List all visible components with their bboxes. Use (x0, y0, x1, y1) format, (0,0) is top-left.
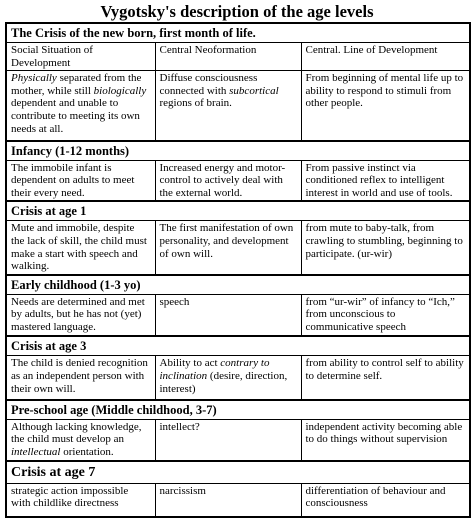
page-title: Vygotsky's description of the age levels (100, 2, 374, 21)
cell: From beginning of mental life up to abil… (300, 70, 471, 142)
text-run: strategic action impossible with childli… (11, 484, 129, 510)
section-title: Crisis at age 3 (5, 335, 471, 357)
italic-run: biologically (93, 84, 147, 97)
content-row: Physically separated from the mother, wh… (5, 70, 471, 142)
text-run: From beginning of mental life up to abil… (305, 72, 464, 110)
italic-run: subcortical (229, 84, 279, 97)
content-row: strategic action impossible with childli… (5, 482, 471, 518)
cell: narcissism (154, 482, 302, 518)
text-run: From passive instinct via conditioned re… (305, 161, 453, 199)
section-title: Early childhood (1-3 yo) (5, 273, 471, 295)
italic-run: contrary to inclination (159, 357, 270, 382)
content-row: Although lacking knowledge, the child mu… (5, 418, 471, 462)
text-run: regions of brain. (159, 97, 232, 110)
cell: independent activity becoming able to do… (300, 418, 471, 462)
cell: from “ur-wir” of infancy to “Ich,” from … (300, 293, 471, 337)
cell: Central Neoformation (154, 41, 302, 72)
italic-run: intellectual (11, 446, 61, 459)
text-run: intellect? (159, 420, 200, 433)
text-run: The child is denied recognition as an in… (11, 357, 148, 395)
text-run: Although lacking knowledge, the child mu… (11, 420, 142, 446)
section-title: The Crisis of the new born, first month … (5, 22, 471, 43)
content-row: Social Situation of Development Central N… (5, 41, 471, 72)
text-run: The first manifestation of own personali… (159, 222, 294, 260)
content-row: The child is denied recognition as an in… (5, 355, 471, 401)
text-run: Central. Line of Development (305, 44, 438, 56)
section-title: Crisis at age 7 (5, 459, 471, 484)
text-run: independent activity becoming able to do… (305, 420, 463, 446)
section-title-row: Infancy (1-12 months) (5, 139, 471, 161)
text-run: differentiation of behaviour and conscio… (305, 484, 446, 510)
cell: Social Situation of Development (5, 41, 156, 72)
italic-run: Physically (11, 72, 57, 85)
text-run: Ability to act (159, 357, 221, 370)
text-run: separated from the mother, while still (11, 72, 142, 97)
section-title-row: Crisis at age 7 (5, 459, 471, 484)
cell: The first manifestation of own personali… (154, 220, 302, 276)
text-run: speech (159, 295, 190, 308)
text-run: from ability to control self to ability … (305, 357, 464, 382)
section-title-row: Crisis at age 3 (5, 335, 471, 357)
section-title-row: Early childhood (1-3 yo) (5, 273, 471, 295)
section-title-row: Crisis at age 1 (5, 200, 471, 222)
cell: Physically separated from the mother, wh… (5, 70, 156, 142)
cell: Central. Line of Development (300, 41, 471, 72)
text-run: dependent and unable to contribute to me… (11, 97, 140, 135)
section-title: Infancy (1-12 months) (5, 139, 471, 161)
cell: Although lacking knowledge, the child mu… (5, 418, 156, 462)
cell: differentiation of behaviour and conscio… (300, 482, 471, 518)
text-run: Diffuse consciousness connected with (159, 72, 258, 97)
text-run: Mute and immobile, despite the lack of s… (11, 222, 147, 273)
cell: intellect? (154, 418, 302, 462)
age-levels-table: The Crisis of the new born, first month … (5, 22, 472, 518)
text-run: Social Situation of Development (11, 44, 93, 69)
cell: from ability to control self to ability … (300, 355, 471, 401)
content-row: The immobile infant is dependent on adul… (5, 159, 471, 202)
text-run: narcissism (159, 484, 206, 497)
cell: from mute to baby-talk, from crawling to… (300, 220, 471, 276)
text-run: from “ur-wir” of infancy to “Ich,” from … (305, 295, 455, 334)
cell: Needs are determined and met by adults, … (5, 293, 156, 337)
content-row: Needs are determined and met by adults, … (5, 293, 471, 337)
section-title-row: The Crisis of the new born, first month … (5, 22, 471, 43)
section-title: Pre-school age (Middle childhood, 3-7) (5, 398, 471, 420)
cell: The child is denied recognition as an in… (5, 355, 156, 401)
text-run: Needs are determined and met by adults, … (11, 295, 145, 334)
cell: Increased energy and motor-control to ac… (154, 159, 302, 202)
cell: From passive instinct via conditioned re… (300, 159, 471, 202)
text-run: from mute to baby-talk, from crawling to… (305, 222, 463, 260)
text-run: Central Neoformation (159, 44, 257, 56)
cell: Diffuse consciousness connected with sub… (154, 70, 302, 142)
text-run: (desire, direction, interest) (159, 369, 288, 395)
cell: The immobile infant is dependent on adul… (5, 159, 156, 202)
content-row: Mute and immobile, despite the lack of s… (5, 220, 471, 276)
cell: Mute and immobile, despite the lack of s… (5, 220, 156, 276)
text-run: orientation. (60, 446, 114, 459)
cell: speech (154, 293, 302, 337)
section-title-row: Pre-school age (Middle childhood, 3-7) (5, 398, 471, 420)
text-run: Increased energy and motor-control to ac… (159, 161, 286, 199)
cell: Ability to act contrary to inclination (… (154, 355, 302, 401)
section-title: Crisis at age 1 (5, 200, 471, 222)
text-run: The immobile infant is dependent on adul… (11, 161, 135, 199)
cell: strategic action impossible with childli… (5, 482, 156, 518)
